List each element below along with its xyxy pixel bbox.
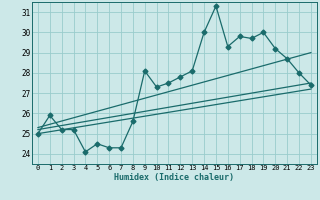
X-axis label: Humidex (Indice chaleur): Humidex (Indice chaleur)	[115, 173, 234, 182]
